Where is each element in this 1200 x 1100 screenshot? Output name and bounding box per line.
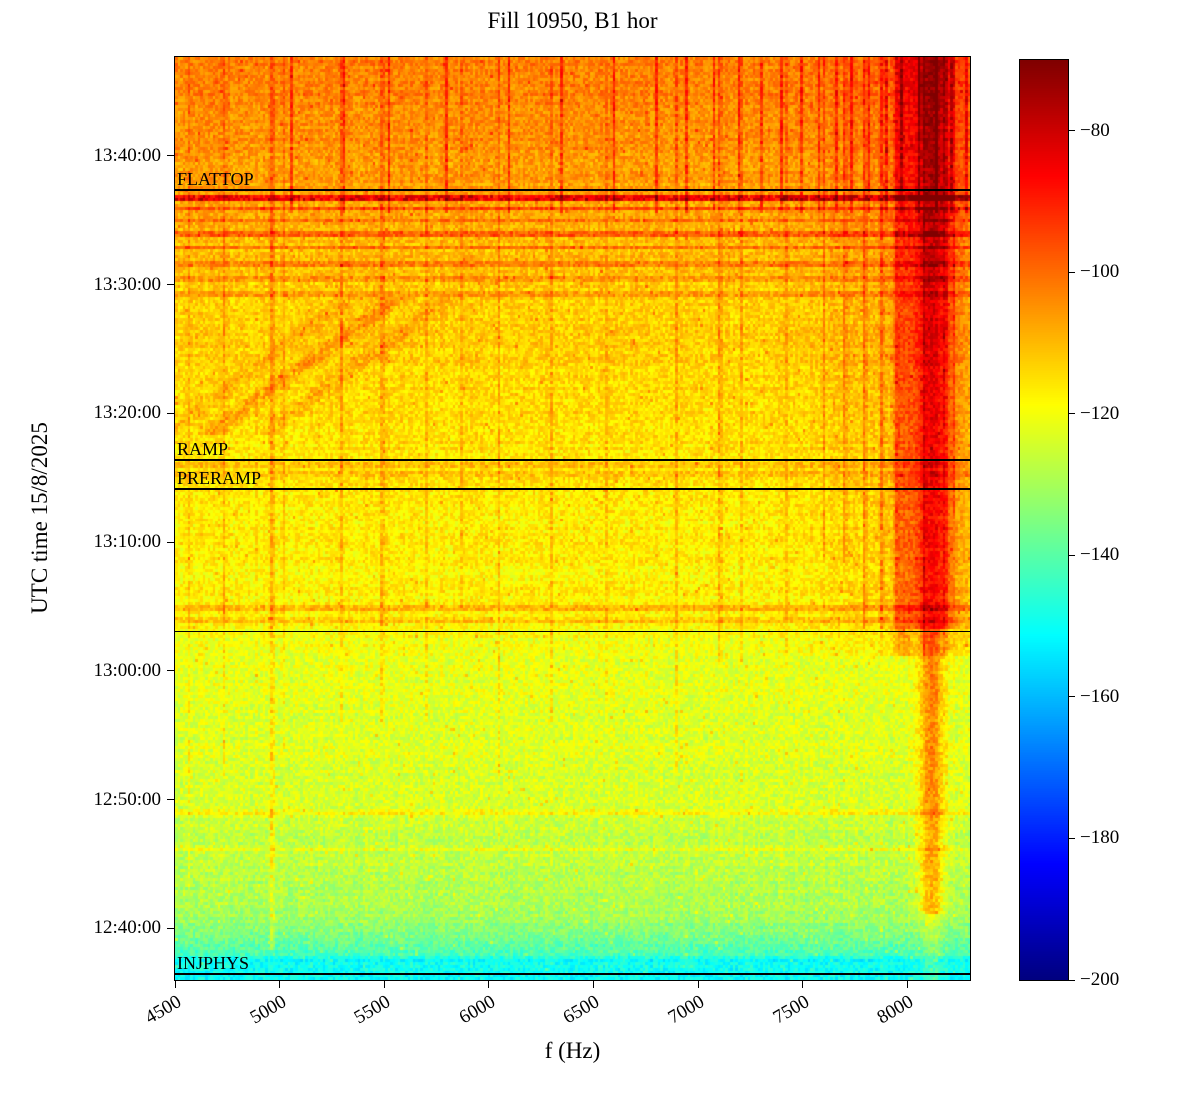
y-tick-label: 13:40:00 bbox=[93, 144, 161, 166]
annotation-line bbox=[175, 630, 970, 632]
y-tick-mark bbox=[167, 541, 175, 543]
y-axis-label: UTC time 15/8/2025 bbox=[27, 422, 52, 614]
colorbar-tick-mark bbox=[1068, 271, 1075, 273]
annotation-label: FLATTOP bbox=[177, 168, 254, 189]
x-tick-label: 6000 bbox=[455, 991, 499, 1029]
y-tick-mark bbox=[167, 670, 175, 672]
y-tick-mark bbox=[167, 927, 175, 929]
y-tick-label: 13:00:00 bbox=[93, 659, 161, 681]
y-tick-label: 13:20:00 bbox=[93, 402, 161, 424]
x-tick-label: 7000 bbox=[664, 991, 709, 1029]
colorbar-tick-mark bbox=[1068, 554, 1075, 556]
y-tick-mark bbox=[167, 412, 175, 414]
y-tick-label: 13:30:00 bbox=[93, 273, 161, 295]
colorbar-tick-label: −80 bbox=[1080, 119, 1110, 141]
x-tick-label: 5500 bbox=[350, 991, 395, 1029]
colorbar-tick-mark bbox=[1068, 979, 1075, 981]
x-tick-mark bbox=[906, 980, 908, 988]
x-tick-label: 8000 bbox=[873, 991, 918, 1029]
annotation-line bbox=[175, 458, 970, 461]
annotation-label: INJPHYS bbox=[177, 953, 250, 973]
x-tick-label: 6500 bbox=[559, 991, 604, 1029]
y-tick-mark bbox=[167, 284, 175, 286]
x-tick-label: 4500 bbox=[141, 991, 185, 1029]
x-axis-label: f (Hz) bbox=[544, 1038, 601, 1063]
y-tick-mark bbox=[167, 799, 175, 801]
y-tick-label: 12:40:00 bbox=[93, 917, 161, 939]
annotation-line bbox=[175, 487, 970, 490]
colorbar-tick-label: −180 bbox=[1080, 827, 1120, 849]
x-tick-mark bbox=[592, 980, 594, 988]
colorbar-tick-mark bbox=[1068, 413, 1075, 415]
annotation-line bbox=[175, 973, 970, 975]
colorbar-tick-label: −120 bbox=[1080, 402, 1120, 424]
y-tick-label: 12:50:00 bbox=[93, 788, 161, 810]
colorbar bbox=[1020, 60, 1068, 980]
colorbar-tick-mark bbox=[1068, 130, 1075, 132]
annotation-label: RAMP bbox=[177, 438, 229, 459]
colorbar-tick-label: −100 bbox=[1080, 261, 1120, 283]
y-tick-label: 13:10:00 bbox=[93, 531, 161, 553]
annotation-label: PRERAMP bbox=[177, 467, 262, 488]
colorbar-tick-label: −140 bbox=[1080, 544, 1120, 566]
x-tick-mark bbox=[174, 980, 176, 988]
colorbar-tick-mark bbox=[1068, 837, 1075, 839]
colorbar-tick-mark bbox=[1068, 696, 1075, 698]
y-tick-mark bbox=[167, 155, 175, 157]
x-tick-label: 5000 bbox=[246, 991, 290, 1029]
spectrogram-canvas bbox=[175, 57, 970, 980]
x-tick-mark bbox=[802, 980, 804, 988]
x-tick-label: 7500 bbox=[769, 991, 813, 1029]
colorbar-tick-label: −200 bbox=[1080, 969, 1120, 990]
x-tick-mark bbox=[383, 980, 385, 988]
colorbar-tick-label: −160 bbox=[1080, 685, 1120, 707]
annotation-line bbox=[175, 188, 970, 191]
x-tick-mark bbox=[279, 980, 281, 988]
plot-title: Fill 10950, B1 hor bbox=[487, 8, 658, 33]
x-tick-mark bbox=[488, 980, 490, 988]
x-tick-mark bbox=[697, 980, 699, 988]
